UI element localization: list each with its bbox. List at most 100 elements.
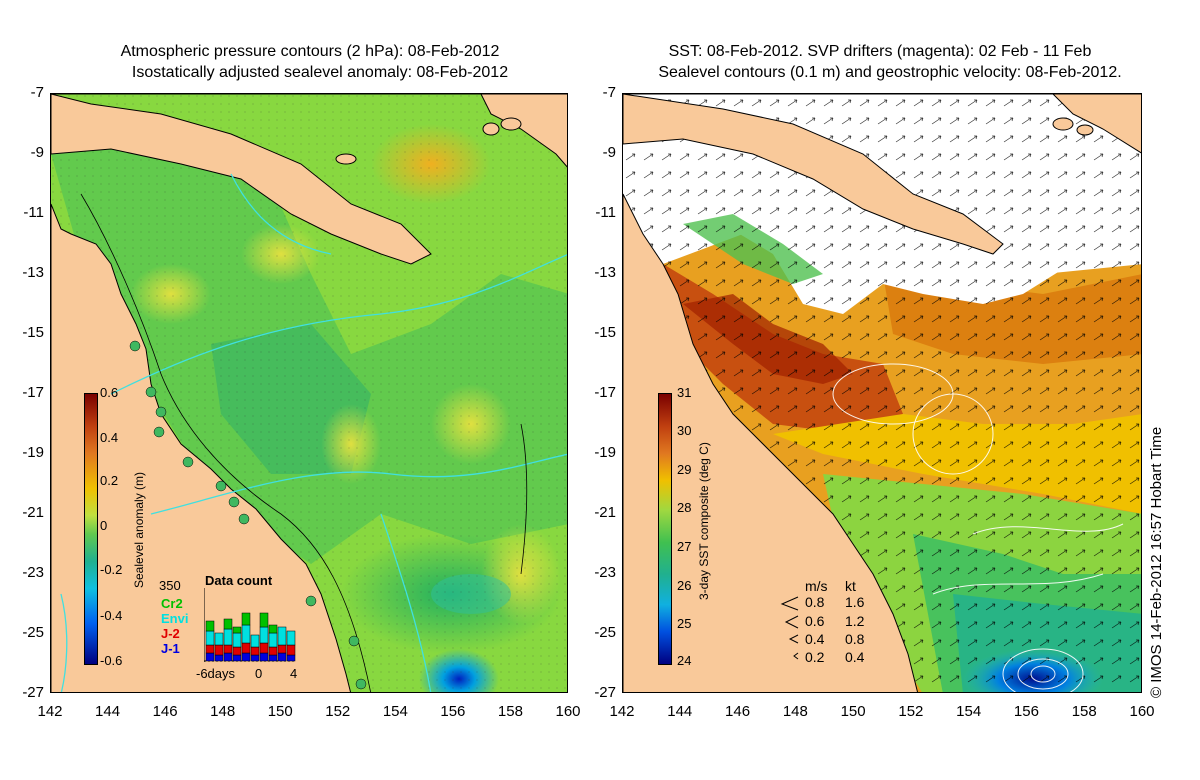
data-count-bar-segment <box>223 644 233 654</box>
right-x-tick: 152 <box>898 703 924 720</box>
data-count-bar-segment <box>286 630 296 646</box>
data-count-bar-segment <box>205 620 215 632</box>
left-y-tick: -17 <box>22 384 44 401</box>
right-x-tick: 160 <box>1129 703 1155 720</box>
data-count-x-label: 0 <box>255 666 263 681</box>
left-x-tick: 152 <box>325 703 351 720</box>
left-cb-tick: -0.2 <box>100 562 123 577</box>
right-cb-tick: 26 <box>677 578 692 593</box>
velocity-row-kt: 0.4 <box>845 649 865 665</box>
right-cb-tick: 25 <box>677 616 692 631</box>
velocity-row-ms: 0.4 <box>805 631 825 647</box>
left-cb-tick: 0.4 <box>100 430 119 445</box>
data-count-bar-segment <box>241 624 251 644</box>
data-count-bar-segment <box>214 644 224 656</box>
velocity-row-ms: 0.6 <box>805 613 825 629</box>
data-count-bar-segment <box>241 642 251 654</box>
right-cb-tick: 24 <box>677 653 692 668</box>
data-count-x-label: -6days <box>196 666 236 681</box>
data-count-bar-segment <box>268 646 278 656</box>
data-count-bar-segment <box>223 652 233 662</box>
data-count-bar-segment <box>250 646 260 656</box>
data-count-bar-segment <box>205 652 215 662</box>
left-y-tick: -19 <box>22 444 44 461</box>
left-colorbar <box>84 393 98 665</box>
left-colorbar-label: Sealevel anomaly (m) <box>132 471 146 588</box>
data-count-chart <box>204 588 296 662</box>
left-cb-tick: 0.6 <box>100 385 119 400</box>
right-title-line1: SST: 08-Feb-2012. SVP drifters (magenta)… <box>668 43 1092 60</box>
sat-j2-label: J-2 <box>161 626 180 641</box>
left-y-tick: -7 <box>30 84 44 101</box>
left-x-tick: 148 <box>210 703 236 720</box>
right-x-tick: 156 <box>1013 703 1039 720</box>
left-x-tick: 142 <box>37 703 63 720</box>
data-count-bar-segment <box>277 626 287 646</box>
left-map-panel <box>50 93 568 693</box>
right-y-tick: -15 <box>594 324 616 341</box>
right-x-tick: 144 <box>667 703 693 720</box>
data-count-bar-segment <box>259 642 269 654</box>
data-count-bar-segment <box>259 626 269 644</box>
data-count-bar-segment <box>223 618 233 630</box>
data-count-bar-segment <box>268 632 278 648</box>
velocity-row-kt: 0.8 <box>845 631 865 647</box>
data-count-bar-segment <box>205 630 215 646</box>
right-x-tick: 146 <box>725 703 751 720</box>
velocity-legend-rows <box>780 594 880 670</box>
left-cb-tick: -0.6 <box>100 653 123 668</box>
left-x-tick: 160 <box>555 703 581 720</box>
velocity-row-ms: 0.2 <box>805 649 825 665</box>
right-x-tick: 150 <box>840 703 866 720</box>
left-title-line1: Atmospheric pressure contours (2 hPa): 0… <box>120 43 500 60</box>
data-count-bar-segment <box>223 628 233 646</box>
data-count-bar-segment <box>250 634 260 648</box>
left-x-tick: 150 <box>267 703 293 720</box>
right-y-tick: -17 <box>594 384 616 401</box>
left-y-tick: -15 <box>22 324 44 341</box>
data-count-bar-segment <box>205 644 215 654</box>
velocity-legend-kt-header: kt <box>845 578 856 594</box>
data-count-bar-segment <box>232 626 242 634</box>
left-y-tick: -27 <box>22 684 44 701</box>
left-y-tick: -21 <box>22 504 44 521</box>
right-cb-tick: 28 <box>677 500 692 515</box>
sat-cr2-label: Cr2 <box>161 596 183 611</box>
left-x-tick: 154 <box>382 703 408 720</box>
right-colorbar <box>658 393 672 665</box>
right-x-tick: 158 <box>1071 703 1097 720</box>
data-count-bar-segment <box>286 644 296 656</box>
data-count-bar-segment <box>232 632 242 648</box>
left-x-tick: 146 <box>152 703 178 720</box>
data-count-bar-segment <box>268 624 278 634</box>
left-x-tick: 144 <box>95 703 121 720</box>
right-colorbar-label: 3-day SST composite (deg C) <box>697 442 711 600</box>
left-y-tick: -23 <box>22 564 44 581</box>
left-y-tick: -13 <box>22 264 44 281</box>
velocity-row-kt: 1.2 <box>845 613 865 629</box>
right-y-tick: -7 <box>602 84 616 101</box>
data-count-bar-segment <box>214 632 224 646</box>
right-title-line2: Sealevel contours (0.1 m) and geostrophi… <box>658 64 1122 81</box>
left-x-tick: 158 <box>497 703 523 720</box>
sealevel-anomaly-map <box>51 94 567 692</box>
data-count-max: 350 <box>159 578 181 593</box>
right-y-tick: -9 <box>602 144 616 161</box>
data-count-title: Data count <box>205 573 273 588</box>
left-y-tick: -11 <box>23 204 44 221</box>
sat-j1-label: J-1 <box>161 641 180 656</box>
data-count-bar-segment <box>277 652 287 662</box>
right-cb-tick: 30 <box>677 423 692 438</box>
data-count-bar-segment <box>259 612 269 628</box>
velocity-row-ms: 0.8 <box>805 594 825 610</box>
left-cb-tick: -0.4 <box>100 608 123 623</box>
data-count-bar-segment <box>214 654 224 662</box>
right-y-tick: -25 <box>594 624 616 641</box>
right-y-tick: -11 <box>595 204 616 221</box>
data-count-bar-segment <box>250 654 260 662</box>
left-cb-tick: 0.2 <box>100 473 119 488</box>
right-x-tick: 154 <box>956 703 982 720</box>
sat-envi-label: Envi <box>161 611 189 626</box>
sst-map <box>623 94 1141 692</box>
right-y-tick: -13 <box>594 264 616 281</box>
